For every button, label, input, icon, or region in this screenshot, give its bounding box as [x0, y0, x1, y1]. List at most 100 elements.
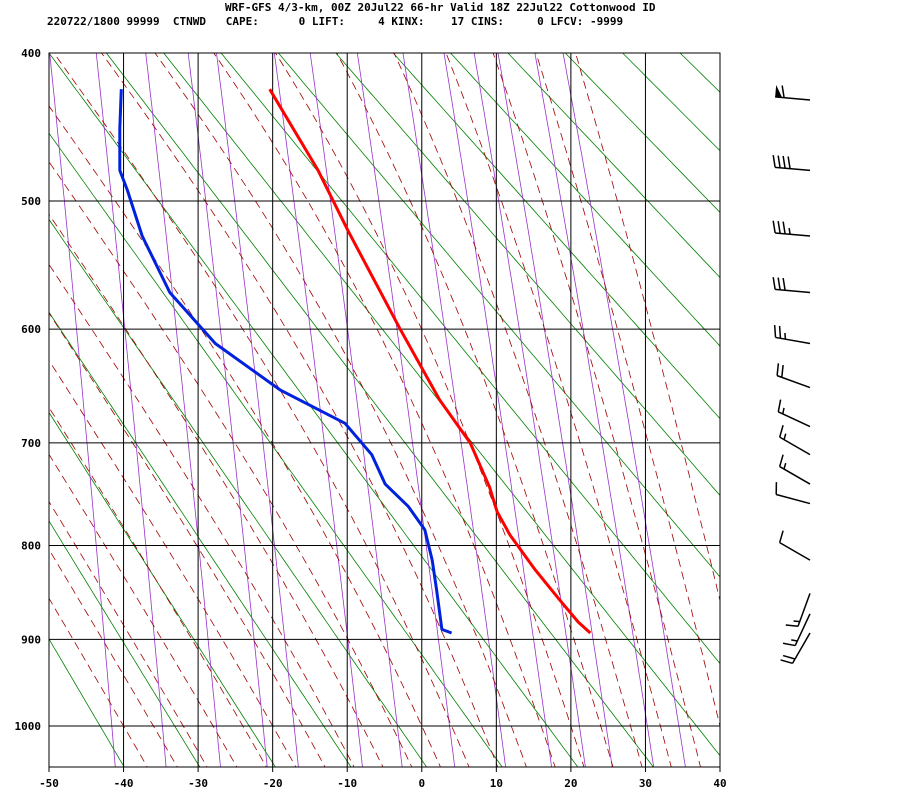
dry-adiabat	[163, 53, 720, 757]
moist-adiabat	[49, 263, 355, 767]
barb-half	[791, 639, 798, 642]
barb-staff	[779, 465, 811, 485]
moist-adiabat	[154, 53, 527, 767]
dry-adiabat	[49, 766, 50, 767]
dry-adiabat	[277, 53, 720, 578]
barb-flag	[775, 84, 783, 98]
barb-full	[778, 454, 784, 467]
moist-adiabat	[49, 359, 297, 767]
wind-barb	[772, 277, 811, 294]
dry-adiabat	[507, 53, 720, 279]
dry-adiabat	[816, 20, 900, 800]
x-tick-label: -30	[188, 777, 208, 790]
moist-adiabat	[49, 548, 178, 767]
mixing-ratio-line	[145, 53, 221, 767]
plot-frame	[48, 52, 721, 768]
barb-staff	[777, 411, 811, 428]
dry-adiabat	[49, 218, 428, 767]
y-tick-label: 1000	[15, 720, 42, 733]
dry-adiabat	[49, 132, 503, 767]
wind-barb	[778, 454, 811, 485]
profile-line	[268, 88, 592, 635]
x-tick-label: 20	[564, 777, 577, 790]
wind-barb	[775, 482, 811, 505]
chart-title: WRF-GFS 4/3-km, 00Z 20Jul22 66-hr Valid …	[225, 1, 656, 14]
moist-adiabat	[49, 105, 441, 767]
barb-half	[793, 620, 800, 623]
wind-barb	[780, 632, 811, 665]
moist-adiabat	[275, 53, 585, 767]
mixing-ratio-line	[562, 53, 686, 767]
x-tick-label: -40	[114, 777, 134, 790]
barb-full	[773, 325, 777, 338]
moist-adiabat	[49, 453, 238, 767]
barb-full	[782, 654, 796, 660]
dry-adiabat	[449, 53, 720, 347]
y-tick-label: 400	[21, 47, 41, 60]
x-tick-label: 40	[713, 777, 726, 790]
dry-adiabat	[335, 53, 720, 497]
barb-full	[772, 155, 776, 168]
barb-full	[777, 399, 782, 412]
mixing-ratio-line	[534, 53, 655, 767]
barb-staff	[779, 436, 811, 456]
barb-full	[778, 325, 782, 339]
x-tick-label: 10	[490, 777, 503, 790]
wind-barb	[785, 593, 811, 628]
mixing-ratio-line	[187, 53, 268, 767]
barb-staff	[779, 541, 811, 561]
barb-full	[781, 85, 785, 98]
barb-half	[788, 228, 791, 235]
mixing-ratio-line	[49, 53, 116, 767]
moist-adiabat	[49, 161, 413, 767]
wind-barb	[776, 363, 811, 389]
dry-adiabat	[564, 53, 720, 213]
reference-lines	[49, 20, 900, 800]
x-tick-label: -10	[337, 777, 357, 790]
moist-adiabat	[213, 53, 556, 767]
mixing-ratio-line	[402, 53, 507, 767]
wind-barb	[777, 399, 811, 428]
barb-full	[781, 364, 784, 378]
barb-full	[776, 363, 780, 376]
dry-adiabat	[873, 20, 900, 800]
y-tick-label: 500	[21, 195, 41, 208]
barb-full	[782, 642, 796, 647]
barb-half	[783, 433, 787, 440]
wind-barb	[772, 220, 811, 237]
profile-line	[118, 89, 453, 635]
barb-full	[782, 155, 786, 169]
dry-adiabat	[679, 53, 720, 93]
barb-half	[782, 407, 785, 415]
x-tick-label: 0	[418, 777, 425, 790]
barb-staff	[776, 374, 811, 389]
barb-full	[778, 530, 784, 543]
y-tick-label: 600	[21, 323, 41, 336]
dry-adiabat	[49, 638, 125, 767]
wind-barb	[773, 325, 811, 345]
barb-full	[782, 221, 786, 234]
barb-full	[780, 659, 793, 665]
mixing-ratio-line	[95, 53, 167, 767]
barb-staff	[775, 166, 811, 172]
barb-full	[782, 277, 786, 291]
y-tick-label: 900	[21, 633, 41, 646]
x-tick-label: -50	[39, 777, 59, 790]
dry-adiabat	[760, 20, 900, 800]
barb-staff	[775, 232, 811, 237]
y-tick-label: 700	[21, 437, 41, 450]
moist-adiabat	[49, 312, 326, 767]
barb-full	[772, 277, 776, 290]
dry-adiabat	[622, 53, 720, 152]
dry-adiabat	[703, 20, 900, 800]
wind-barb	[778, 425, 811, 456]
x-tick-label: 30	[639, 777, 652, 790]
barb-full	[777, 277, 781, 290]
mixing-ratio-line	[497, 53, 613, 767]
mixing-ratio-line	[473, 53, 586, 767]
x-tick-label: -20	[263, 777, 283, 790]
mixing-ratio-line	[216, 53, 299, 767]
dry-adiabat	[49, 411, 276, 767]
moist-adiabat	[53, 53, 470, 767]
